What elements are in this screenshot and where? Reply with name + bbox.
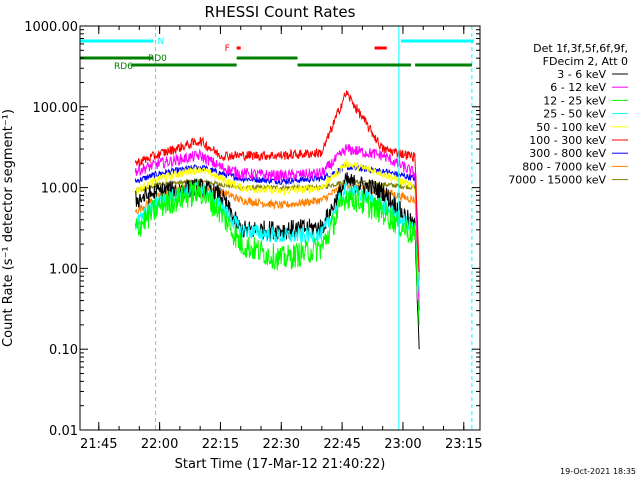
legend-label: 50 - 100 keV: [536, 121, 606, 134]
y-axis-label: Count Rate (s⁻¹ detector segment⁻¹): [1, 109, 16, 347]
series-line-6-12-kev: [134, 143, 420, 311]
flare-label: F: [225, 44, 230, 54]
chart-title: RHESSI Count Rates: [205, 3, 356, 21]
legend-label: 6 - 12 keV: [550, 81, 606, 94]
y-tick-label: 1000.00: [24, 20, 78, 35]
legend-label: 12 - 25 keV: [543, 94, 606, 107]
x-tick-label: 22:15: [202, 437, 239, 452]
y-tick-label: 0.10: [49, 343, 78, 358]
annotation-layer: N F RD0 RD6: [79, 26, 474, 430]
legend-label: 300 - 800 keV: [529, 147, 606, 160]
x-axis-label: Start Time (17-Mar-12 21:40:22): [175, 457, 386, 472]
x-tick-label: 23:15: [445, 437, 482, 452]
legend-header-line: Det 1f,3f,5f,6f,9f,: [533, 42, 628, 55]
axes-layer: 0.01 0.10 1.00 10.00 100.00 1000.00 21:45 22:00…: [24, 20, 482, 452]
series-line-300-800-kev: [134, 163, 420, 281]
legend-label: 25 - 50 keV: [543, 108, 606, 121]
y-tick-label: 10.00: [41, 182, 78, 197]
legend-label: 7000 - 15000 keV: [508, 174, 606, 187]
series-layer: [134, 90, 420, 350]
legend-header-line: FDecim 2, Att 0: [543, 55, 628, 68]
y-tick-label: 100.00: [33, 101, 79, 116]
y-tick-label: 1.00: [49, 262, 78, 277]
y-tick-label: 0.01: [49, 424, 78, 439]
series-line-50-100-kev: [134, 159, 420, 287]
x-tick-label: 23:00: [384, 437, 421, 452]
legend-label: 3 - 6 keV: [557, 68, 606, 81]
rd0-label: RD0: [148, 54, 167, 64]
footer-timestamp: 19-Oct-2021 18:35: [560, 467, 636, 476]
series-line-100-300-kev: [134, 90, 420, 273]
x-tick-label: 21:45: [80, 437, 117, 452]
legend-label: 100 - 300 keV: [529, 134, 606, 147]
x-tick-label: 22:30: [263, 437, 300, 452]
x-tick-label: 22:00: [141, 437, 178, 452]
series-line-12-25-kev: [134, 178, 420, 325]
x-tick-label: 22:45: [323, 437, 360, 452]
rd6-label: RD6: [114, 62, 133, 72]
legend: Det 1f,3f,5f,6f,9f,FDecim 2, Att 03 - 6 …: [508, 42, 628, 187]
legend-label: 800 - 7000 keV: [522, 160, 606, 173]
night-label: N: [158, 37, 165, 47]
plot-frame: [79, 25, 481, 431]
